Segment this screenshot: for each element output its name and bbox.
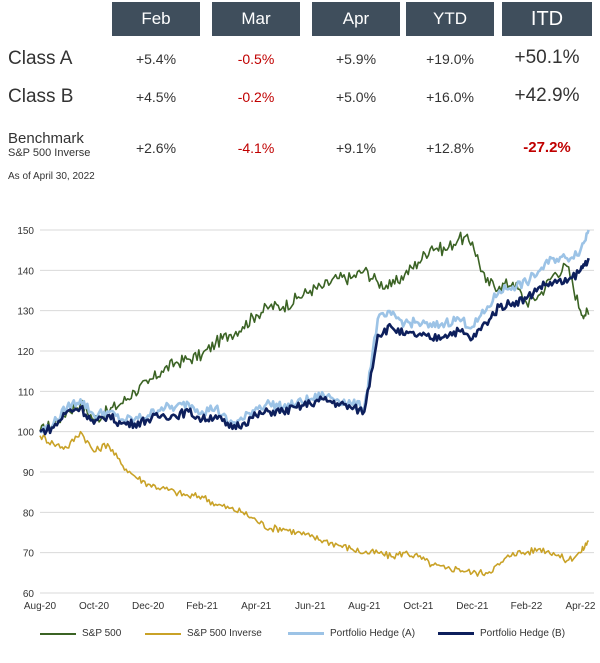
y-tick-label: 150 bbox=[17, 226, 34, 237]
y-tick-label: 90 bbox=[23, 468, 35, 479]
row-label-class-b: Class B bbox=[8, 86, 74, 107]
legend-label-sp500-inverse: S&P 500 Inverse bbox=[187, 628, 262, 639]
header-feb: Feb bbox=[112, 2, 200, 36]
class-a-feb: +5.4% bbox=[135, 51, 177, 67]
y-tick-label: 80 bbox=[23, 508, 35, 519]
x-tick-label: Feb-21 bbox=[186, 601, 218, 612]
x-axis-ticks: Aug-20 Oct-20 Dec-20 Feb-21 Apr-21 Jun-21 Aug-… bbox=[24, 601, 596, 612]
class-a-mar: -0.5% bbox=[237, 51, 275, 67]
class-a-ytd: +19.0% bbox=[426, 51, 474, 67]
benchmark-itd: -27.2% bbox=[523, 139, 571, 156]
legend-swatch-portfolio-hedge-b bbox=[438, 632, 474, 635]
benchmark-feb: +2.6% bbox=[135, 140, 177, 156]
class-b-apr: +5.0% bbox=[335, 89, 377, 105]
legend-swatch-portfolio-hedge-a bbox=[288, 632, 324, 635]
legend-swatch-sp500 bbox=[40, 632, 76, 635]
benchmark-label: Benchmark bbox=[8, 130, 84, 147]
y-tick-label: 60 bbox=[23, 589, 35, 600]
x-tick-label: Dec-20 bbox=[132, 601, 165, 612]
chart-gridlines bbox=[40, 229, 594, 594]
series-line-portfolio-hedge-b- bbox=[39, 257, 590, 436]
benchmark-apr: +9.1% bbox=[335, 140, 377, 156]
x-tick-label: Dec-21 bbox=[456, 601, 489, 612]
benchmark-sublabel: S&P 500 Inverse bbox=[8, 147, 91, 159]
y-tick-label: 110 bbox=[18, 387, 34, 398]
legend-item-portfolio-hedge-a: Portfolio Hedge (A) bbox=[288, 628, 415, 639]
y-axis-ticks: 60 70 80 90 100 110 120 130 140 150 bbox=[17, 226, 34, 600]
benchmark-mar: -4.1% bbox=[237, 140, 275, 156]
legend-item-portfolio-hedge-b: Portfolio Hedge (B) bbox=[438, 628, 565, 639]
y-tick-label: 140 bbox=[17, 266, 34, 277]
as-of-date: As of April 30, 2022 bbox=[8, 171, 95, 182]
chart-series bbox=[39, 229, 590, 577]
x-tick-label: Apr-22 bbox=[565, 601, 595, 612]
y-tick-label: 70 bbox=[23, 549, 35, 560]
x-tick-label: Aug-20 bbox=[24, 601, 57, 612]
series-line-s-p-500-inverse bbox=[39, 430, 590, 577]
header-apr: Apr bbox=[312, 2, 400, 36]
series-line-s-p-500 bbox=[39, 231, 590, 435]
class-b-feb: +4.5% bbox=[135, 89, 177, 105]
class-a-apr: +5.9% bbox=[335, 51, 377, 67]
y-tick-label: 120 bbox=[17, 347, 34, 358]
class-b-ytd: +16.0% bbox=[426, 89, 474, 105]
x-tick-label: Jun-21 bbox=[295, 601, 326, 612]
header-ytd: YTD bbox=[406, 2, 494, 36]
row-label-class-a: Class A bbox=[8, 48, 73, 69]
x-tick-label: Oct-21 bbox=[403, 601, 433, 612]
y-tick-label: 130 bbox=[17, 307, 34, 318]
x-tick-label: Oct-20 bbox=[79, 601, 109, 612]
benchmark-ytd: +12.8% bbox=[426, 140, 474, 156]
legend-swatch-sp500-inverse bbox=[145, 632, 181, 635]
performance-line-chart: 60 70 80 90 100 110 120 130 140 150 Aug-20 Oct-20 D… bbox=[17, 226, 596, 612]
legend-item-sp500-inverse: S&P 500 Inverse bbox=[145, 628, 262, 639]
x-tick-label: Apr-21 bbox=[241, 601, 271, 612]
x-tick-label: Feb-22 bbox=[511, 601, 543, 612]
legend-item-sp500: S&P 500 bbox=[40, 628, 121, 639]
header-mar: Mar bbox=[212, 2, 300, 36]
class-b-mar: -0.2% bbox=[237, 89, 275, 105]
chart-legend: S&P 500 S&P 500 Inverse Portfolio Hedge … bbox=[0, 628, 600, 648]
header-itd: ITD bbox=[502, 2, 592, 36]
legend-label-portfolio-hedge-a: Portfolio Hedge (A) bbox=[330, 628, 416, 639]
y-tick-label: 100 bbox=[17, 428, 34, 439]
class-b-itd: +42.9% bbox=[514, 85, 580, 106]
class-a-itd: +50.1% bbox=[514, 47, 580, 68]
legend-label-portfolio-hedge-b: Portfolio Hedge (B) bbox=[480, 628, 566, 639]
legend-label-sp500: S&P 500 bbox=[82, 628, 122, 639]
x-tick-label: Aug-21 bbox=[348, 601, 381, 612]
